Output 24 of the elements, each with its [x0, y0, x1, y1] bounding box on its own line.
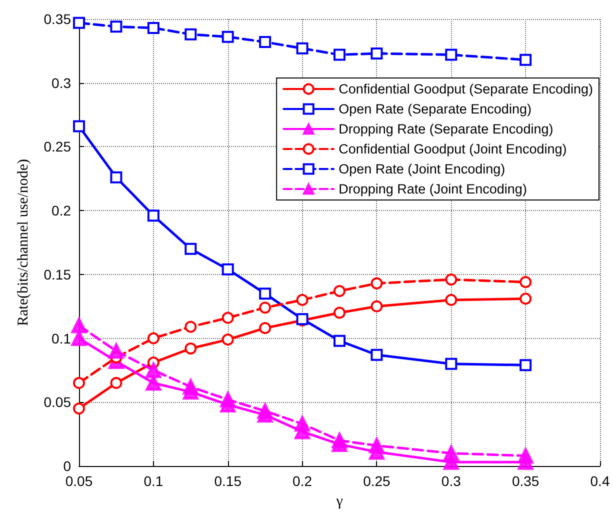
legend-label: Dropping Rate (Joint Encoding): [338, 182, 527, 196]
legend-label: Confidential Goodput (Joint Encoding): [338, 142, 567, 156]
y-axis-title: Rate(bits/channel use/node): [16, 158, 32, 326]
y-tick-label: 0.1: [52, 330, 72, 346]
legend-label: Open Rate (Joint Encoding): [338, 162, 506, 176]
y-tick-label: 0.25: [44, 138, 72, 155]
y-tick-label: 0.3: [52, 74, 72, 91]
x-tick-label: 0.15: [214, 473, 242, 489]
x-tick-label: 0.4: [590, 473, 610, 489]
x-tick-label: 0.3: [441, 473, 462, 489]
x-tick-label: 0.25: [363, 473, 391, 489]
x-tick-label: 0.1: [144, 473, 164, 489]
y-tick-label: 0.05: [44, 394, 72, 410]
legend-label: Dropping Rate (Separate Encoding): [338, 122, 554, 136]
y-tick-label: 0.2: [52, 202, 72, 219]
x-tick-label: 0.05: [65, 473, 93, 489]
y-tick-label: 0.35: [44, 11, 72, 27]
y-tick-label: 0.15: [44, 266, 72, 282]
y-tick-label: 0: [63, 458, 72, 474]
x-axis-title: γ: [335, 494, 344, 510]
x-tick-label: 0.2: [292, 473, 312, 489]
x-tick-label: 0.35: [512, 473, 540, 489]
legend-label: Open Rate (Separate Encoding): [338, 102, 532, 116]
legend-label: Confidential Goodput (Separate Encoding): [338, 82, 594, 96]
